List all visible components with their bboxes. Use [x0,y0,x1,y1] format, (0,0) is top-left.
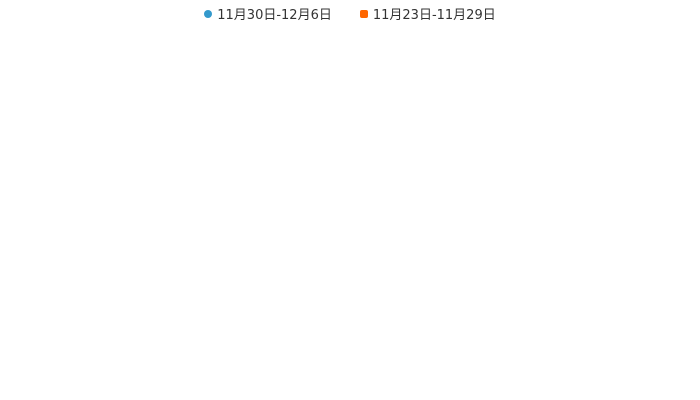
data-label: 7.75% [589,110,630,125]
bar-1-1 [86,267,534,277]
legend-item-series-1[interactable]: 11月23日-11月29日 [359,4,496,23]
data-label: 6.96% [538,266,579,281]
y-tick-label: 理念 [52,115,78,131]
legend-label: 11月30日-12月6日 [217,8,332,23]
y-tick-label: 荣威 [52,260,78,275]
legend-square-icon [359,9,368,18]
x-tick-label: 8 [594,339,602,354]
legend-circle-icon [204,9,213,18]
legend: 11月30日-12月6日 11月23日-11月29日 [0,4,700,23]
x-tick-label: 4 [337,339,345,354]
x-tick-label: 2 [208,339,216,354]
bar-1-0 [86,123,584,133]
bar-0-1 [86,255,534,265]
legend-item-series-0[interactable]: 11月30日-12月6日 [204,4,332,23]
legend-label: 11月23日-11月29日 [372,8,496,23]
data-label: 7.75% [589,122,630,137]
x-tick-label: 6 [465,339,473,354]
bar-0-0 [86,111,584,121]
x-tick-label: 0 [80,339,88,354]
data-label: 6.96% [538,254,579,269]
